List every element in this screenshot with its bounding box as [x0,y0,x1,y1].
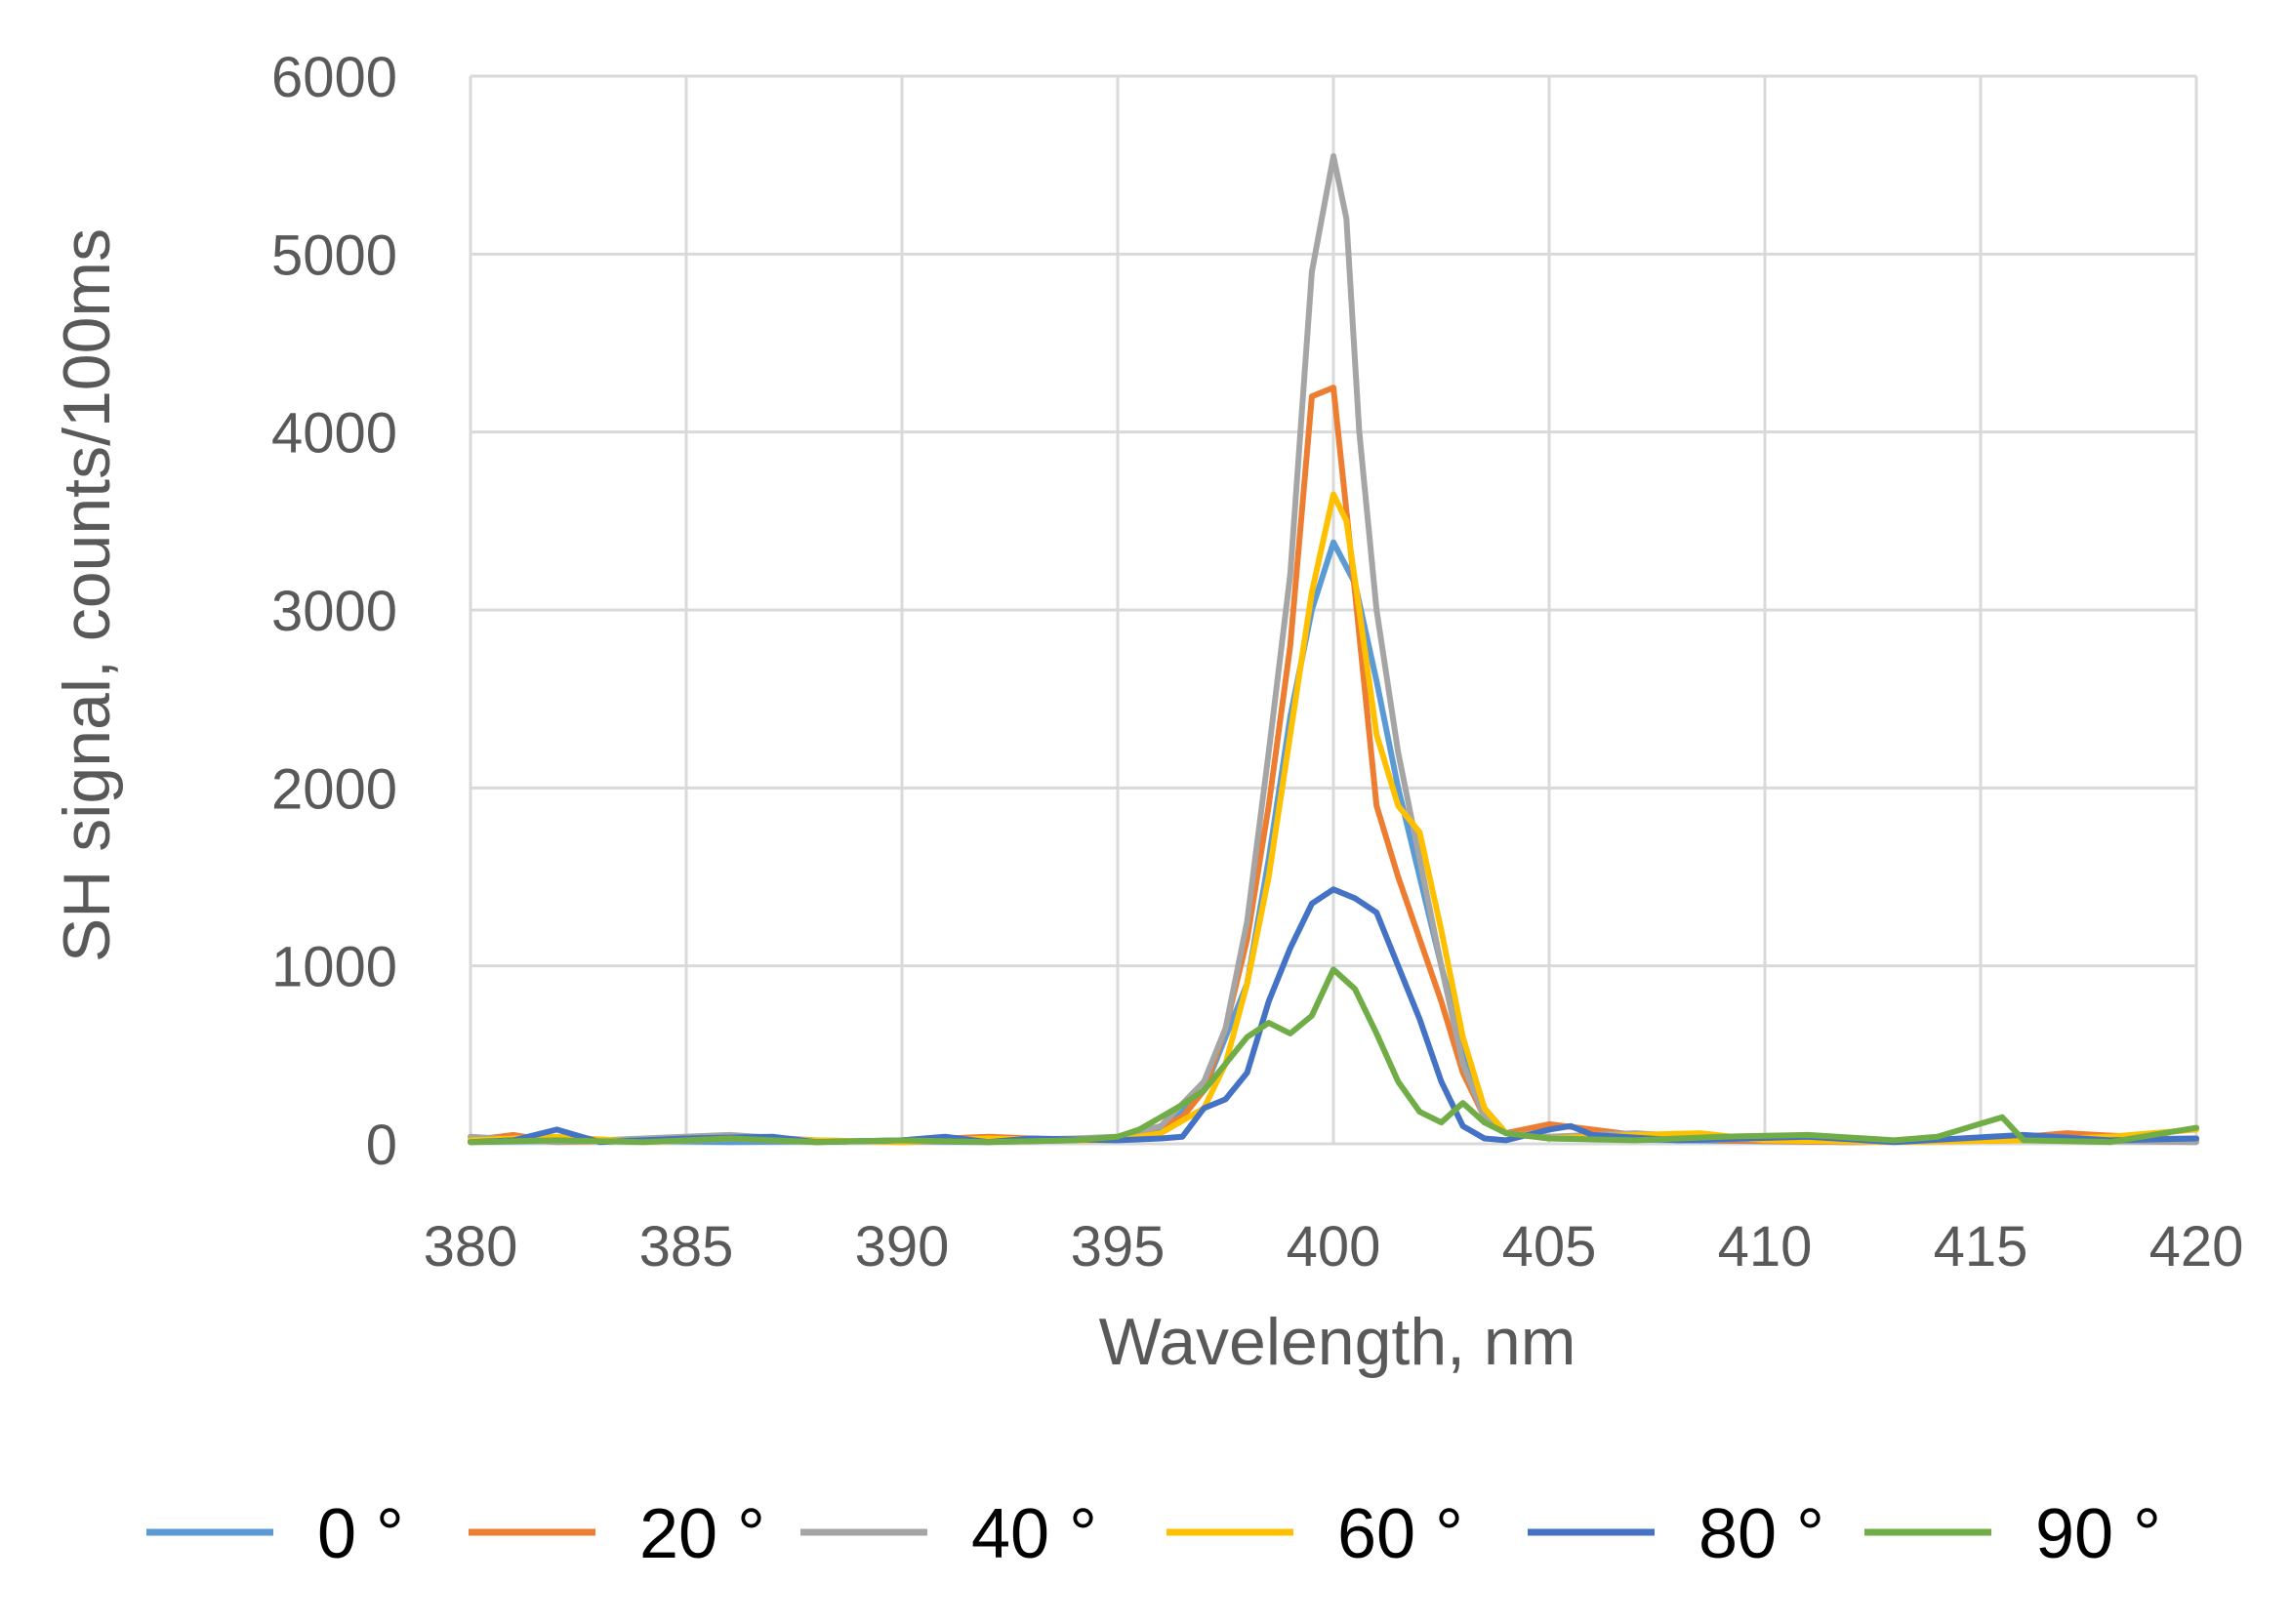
gridlines [469,74,2198,1146]
series-lines [468,153,2199,1146]
x-tick-label: 395 [1071,1215,1166,1279]
legend-label-4: 80 ° [1699,1495,1824,1573]
legend-label-5: 90 ° [2035,1495,2161,1573]
legend-label-3: 60 ° [1337,1495,1463,1573]
y-tick-label: 6000 [271,46,397,109]
y-axis-title: SH signal, counts/100ms [50,228,124,962]
legend: 0 ° 20 ° 40 ° 60 ° 80 ° 90 ° [146,1495,2161,1573]
y-tick-label: 5000 [271,223,397,287]
y-tick-label: 4000 [271,402,397,466]
y-tick-label: 2000 [271,757,397,821]
series-line-5 [468,966,2199,1146]
y-tick-label: 1000 [271,936,397,999]
x-tick-label: 420 [2149,1215,2244,1279]
x-tick-label: 385 [639,1215,734,1279]
x-tick-label: 410 [1718,1215,1813,1279]
x-tick-label: 380 [424,1215,518,1279]
x-tick-labels: 380 385 390 395 400 405 410 415 420 [424,1215,2244,1279]
legend-label-0: 0 ° [317,1495,404,1573]
legend-label-1: 20 ° [639,1495,765,1573]
x-axis-title: Wavelength, nm [1099,1305,1576,1379]
y-tick-labels: 0 1000 2000 3000 4000 5000 6000 [271,46,397,1177]
y-tick-label: 0 [366,1114,397,1177]
x-tick-label: 415 [1934,1215,2028,1279]
legend-label-2: 40 ° [971,1495,1097,1573]
y-tick-label: 3000 [271,580,397,643]
x-tick-label: 390 [855,1215,950,1279]
x-tick-label: 405 [1502,1215,1597,1279]
x-tick-label: 400 [1287,1215,1381,1279]
